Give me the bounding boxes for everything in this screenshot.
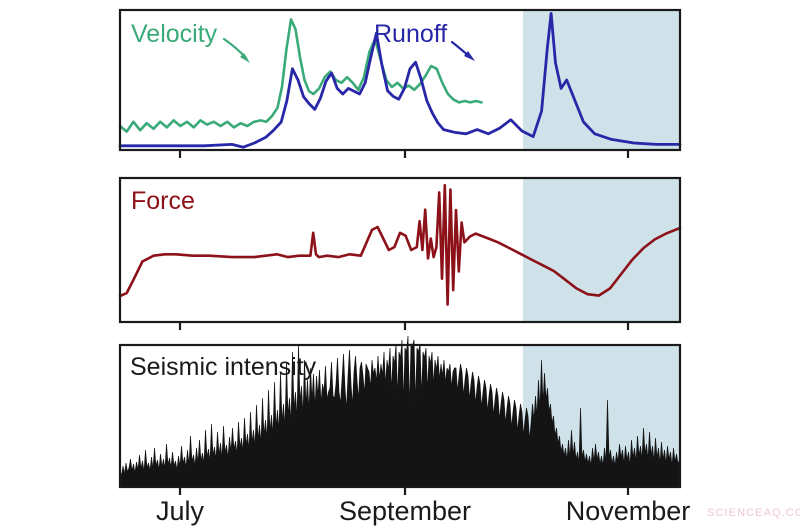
panel-seismic: Seismic intensity [118,335,682,495]
panel2-frame [118,176,682,324]
panel-velocity-runoff: Velocity Runoff [118,8,682,158]
panel1-shaded-region [523,10,680,150]
x-tick-label-july: July [156,496,205,526]
runoff-arrow-head [464,51,475,61]
seismic-trace-group [119,335,681,488]
x-tick-label-september: September [339,496,471,526]
force-trace [118,183,682,306]
panel3-frame [118,343,682,489]
force-label: Force [131,187,195,215]
velocity-arrow-head [240,53,250,63]
panel-force: Force [118,176,682,330]
velocity-trace [118,18,483,133]
watermark: SCIENCEAQ.COM [707,507,800,519]
x-axis-tick-labels: July September November [156,496,690,526]
velocity-label: Velocity [131,20,218,48]
runoff-trace [118,12,682,149]
x-tick-label-november: November [566,496,691,526]
runoff-label: Runoff [374,20,447,48]
panel2-shaded-region [523,178,680,322]
seismic-intensity-label: Seismic intensity [130,353,317,381]
seismic-trace [119,335,681,488]
panel1-frame [118,8,682,152]
